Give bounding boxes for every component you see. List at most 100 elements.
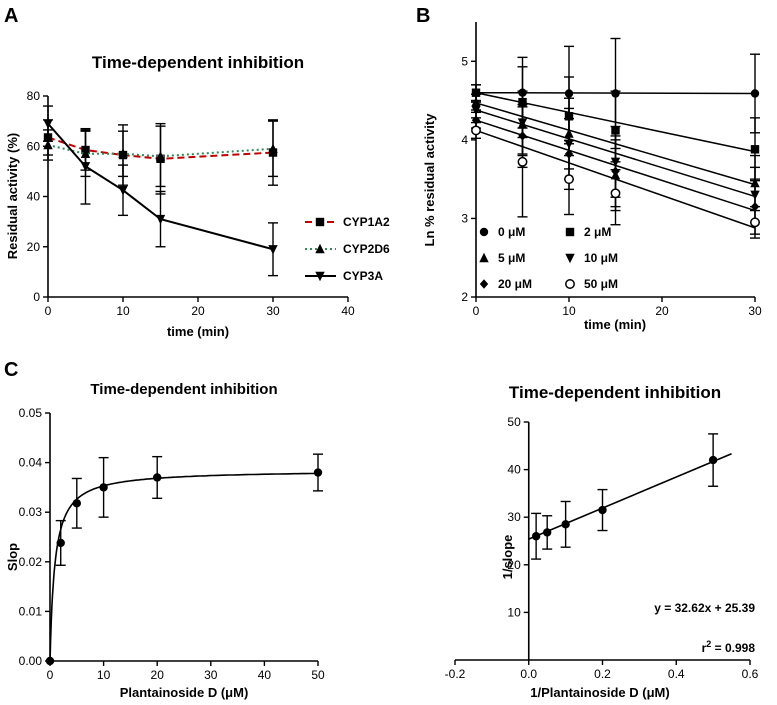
y-tick-label: 20 [27, 240, 41, 254]
data-point [43, 119, 53, 129]
x-tick-label: 30 [204, 668, 218, 682]
data-point [750, 145, 760, 154]
chart-a-xlabel: time (min) [167, 324, 229, 339]
data-point [313, 468, 323, 477]
fit-line [528, 453, 732, 540]
data-point [268, 143, 278, 153]
y-tick-label: 0 [33, 290, 40, 304]
x-tick-label: 40 [341, 304, 355, 318]
legend-label: 50 μM [584, 277, 618, 291]
x-tick-label: 30 [266, 304, 280, 318]
y-tick-label: 5 [461, 54, 468, 68]
y-tick-label: 0.00 [19, 654, 43, 668]
y-tick-label: 10 [507, 605, 521, 619]
y-tick-label: 20 [507, 558, 521, 572]
data-point [750, 89, 760, 98]
x-tick-label: 0.4 [668, 667, 685, 681]
chart-c2-r2-sup: 2 [706, 639, 711, 649]
y-tick-label: 0.01 [19, 604, 43, 618]
legend-marker [479, 252, 489, 263]
legend-label: 10 μM [584, 251, 618, 265]
data-point [268, 245, 278, 255]
data-point [118, 148, 128, 158]
data-point [471, 88, 481, 97]
x-tick-label: 20 [191, 304, 205, 318]
chart-c2-r2-value: = 0.998 [711, 641, 755, 655]
legend-marker [315, 243, 325, 254]
x-tick-label: 0 [45, 304, 52, 318]
y-tick-label: 40 [27, 190, 41, 204]
chart-c2-r2-label: r [702, 641, 707, 655]
legend-marker [479, 279, 489, 289]
x-tick-label: 0.2 [594, 667, 611, 681]
y-tick-label: 4 [461, 133, 468, 147]
data-point [155, 214, 166, 225]
y-tick-label: 30 [507, 510, 521, 524]
y-tick-label: 0.03 [19, 505, 43, 519]
legend-marker [565, 253, 575, 264]
panel-label-b: B [416, 5, 430, 27]
chart-b-ylabel: Ln % residual activity [422, 113, 437, 247]
x-tick-label: 10 [562, 304, 576, 318]
legend-label: CYP2D6 [343, 242, 390, 256]
y-tick-label: 0.04 [19, 456, 43, 470]
legend-label: CYP3A [343, 269, 383, 283]
x-tick-label: 0 [473, 304, 480, 318]
chart-a-ylabel: Residual activity (%) [5, 133, 20, 259]
data-point [471, 105, 481, 116]
x-tick-label: 30 [748, 304, 762, 318]
x-tick-label: 20 [151, 668, 165, 682]
chart-c2-equation: y = 32.62x + 25.39 [654, 601, 755, 615]
chart-c1-ylabel: Slop [5, 543, 20, 571]
x-tick-label: 20 [655, 304, 669, 318]
y-tick-label: 50 [507, 415, 521, 429]
data-point [80, 162, 91, 172]
data-point [153, 473, 162, 482]
data-point [610, 188, 621, 199]
chart-a-title: Time-dependent inhibition [92, 53, 304, 72]
legend-marker [315, 217, 325, 227]
legend-label: 0 μM [498, 225, 525, 239]
data-point [598, 505, 607, 515]
chart-c1-title: Time-dependent inhibition [90, 381, 277, 398]
x-tick-label: 0 [47, 668, 54, 682]
data-point [72, 499, 82, 508]
legend-label: 2 μM [584, 225, 611, 239]
x-tick-label: -0.2 [445, 667, 466, 681]
legend-marker [315, 271, 325, 282]
data-point [531, 532, 541, 541]
data-point [45, 656, 55, 666]
y-tick-label: 2 [461, 290, 468, 304]
y-tick-label: 0.05 [19, 406, 43, 420]
data-point [99, 483, 108, 492]
data-point [708, 455, 718, 465]
chart-c2-title: Time-dependent inhibition [509, 383, 721, 402]
legend-marker [565, 279, 575, 289]
x-tick-label: 10 [97, 668, 111, 682]
data-point [56, 538, 65, 548]
y-tick-label: 3 [461, 211, 468, 225]
y-tick-label: 60 [27, 139, 41, 153]
chart-a: Time-dependent inhibition time (min) Res… [5, 53, 390, 339]
y-tick-label: 40 [507, 463, 521, 477]
chart-c2-r2: r2 = 0.998 [702, 639, 756, 655]
x-tick-label: 10 [116, 304, 130, 318]
data-point [43, 139, 53, 150]
panel-label-c: C [4, 359, 18, 381]
data-point [155, 151, 166, 161]
chart-c2-xlabel: 1/Plantainoside D (μM) [530, 685, 669, 700]
data-point [542, 528, 552, 537]
x-tick-label: 0.6 [742, 667, 759, 681]
chart-b: time (min) Ln % residual activity 0 10 20 3… [422, 22, 762, 332]
fit-curve [49, 472, 319, 661]
data-point [471, 125, 481, 136]
chart-c1: Time-dependent inhibition Plantainoside … [5, 381, 325, 700]
y-tick-label: 0.02 [19, 555, 43, 569]
panel-label-a: A [4, 5, 18, 27]
legend-label: 5 μM [498, 251, 525, 265]
x-tick-label: 50 [311, 668, 325, 682]
y-tick-label: 80 [27, 89, 41, 103]
chart-c2-ylabel: 1/slope [500, 535, 515, 580]
legend-label: 20 μM [498, 277, 532, 291]
